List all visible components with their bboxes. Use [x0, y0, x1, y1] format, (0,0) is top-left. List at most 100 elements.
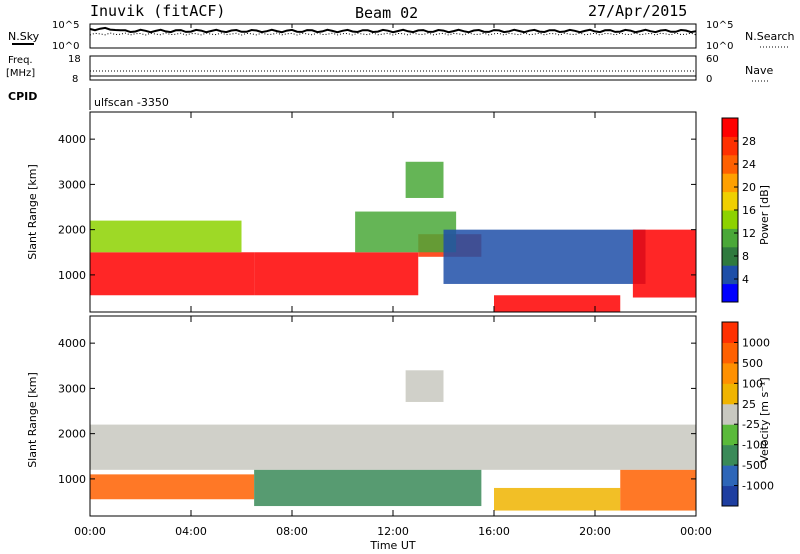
- heatmap-band: [494, 295, 621, 312]
- freq-frame: [89, 55, 697, 81]
- power-ylabel: Slant Range [km]: [26, 164, 39, 260]
- y-tick-label: 4000: [58, 337, 86, 350]
- colorbar-swatch: [722, 173, 738, 193]
- heatmap-band: [494, 487, 621, 511]
- y-tick-label: 2000: [58, 428, 86, 441]
- colorbar-tick: 500: [742, 357, 763, 370]
- y-tick-label: 2000: [58, 224, 86, 237]
- nsearch-label: N.Search: [745, 30, 795, 43]
- colorbar-swatch: [722, 444, 738, 466]
- colorbar-swatch: [722, 210, 738, 229]
- nsky-label: N.Sky: [8, 30, 40, 43]
- y-tick-label: 4000: [58, 133, 86, 146]
- freq-tick-top: 18: [68, 54, 81, 65]
- x-tick-label: 16:00: [478, 525, 510, 538]
- heatmap-band: [90, 424, 696, 470]
- y-tick-label: 3000: [58, 178, 86, 191]
- x-tick-label: 04:00: [175, 525, 207, 538]
- heatmap-band: [632, 229, 696, 298]
- colorbar-swatch: [722, 383, 738, 405]
- colorbar-swatch: [722, 246, 738, 266]
- colorbar-swatch: [722, 136, 738, 156]
- colorbar-tick: 100: [742, 377, 763, 390]
- date-title: 27/Apr/2015: [588, 2, 687, 20]
- nsky-strip: N.Sky 10^5 10^0 10^5 10^0 N.Search: [8, 20, 795, 52]
- colorbar-swatch: [722, 362, 738, 384]
- velocity-y-axis: 1000 2000 3000 4000: [58, 337, 696, 486]
- colorbar-tick: 8: [742, 250, 749, 263]
- heatmap-band: [443, 229, 646, 284]
- colorbar-swatch: [722, 283, 738, 303]
- colorbar-tick: -1000: [742, 480, 774, 493]
- x-tick-label: 00:00: [680, 525, 712, 538]
- heatmap-band: [90, 220, 242, 253]
- velocity-heatmap: [90, 370, 696, 511]
- colorbar-swatch: [722, 342, 738, 364]
- x-axis-label: Time UT: [369, 539, 415, 552]
- nsearch-tick-bottom: 10^0: [706, 41, 733, 52]
- beam-title: Beam 02: [355, 4, 418, 22]
- colorbar-swatch: [722, 424, 738, 446]
- power-panel: 1000 2000 3000 4000 Slant Range [km] 4 8 12 16…: [26, 111, 771, 313]
- nsky-tick-bottom: 10^0: [52, 41, 79, 52]
- x-tick-label: 08:00: [276, 525, 308, 538]
- colorbar-swatch: [722, 228, 738, 248]
- heatmap-band: [405, 370, 444, 402]
- colorbar-swatch: [722, 322, 738, 343]
- power-colorbar-label: Power [dB]: [758, 185, 771, 245]
- nave-tick-top: 60: [706, 54, 719, 65]
- y-tick-label: 1000: [58, 269, 86, 282]
- colorbar-tick: 16: [742, 204, 756, 217]
- colorbar-tick: 28: [742, 135, 756, 148]
- colorbar-swatch: [722, 403, 738, 425]
- velocity-colorbar-label: Velocity [m s⁻¹]: [758, 377, 771, 462]
- power-heatmap: [90, 161, 696, 312]
- colorbar-swatch: [722, 154, 738, 174]
- x-tick-label: 20:00: [579, 525, 611, 538]
- colorbar-tick: -100: [742, 439, 767, 452]
- freq-tick-bottom: 8: [72, 74, 78, 85]
- heatmap-band: [90, 474, 255, 500]
- colorbar-tick: 12: [742, 227, 756, 240]
- freq-label-1: Freq.: [8, 55, 33, 66]
- colorbar-swatch: [722, 485, 738, 507]
- velocity-colorbar: 1000 500 100 25 -25 -100 -500 -1000: [721, 321, 774, 507]
- heatmap-band: [355, 211, 457, 253]
- colorbar-swatch: [722, 191, 738, 211]
- nsearch-series: [89, 32, 697, 36]
- nave-label: Nave: [745, 64, 773, 77]
- colorbar-tick: 4: [742, 273, 749, 286]
- colorbar-tick: 20: [742, 181, 756, 194]
- heatmap-band: [405, 161, 444, 198]
- station-title: Inuvik (fitACF): [90, 2, 225, 20]
- nsky-tick-top: 10^5: [52, 20, 79, 31]
- colorbar-tick: 1000: [742, 336, 770, 349]
- freq-strip: Freq. [MHz] 18 8 60 0 Nave: [6, 54, 773, 85]
- nsky-series: [89, 26, 697, 34]
- colorbar-swatch: [722, 118, 738, 137]
- y-tick-label: 3000: [58, 382, 86, 395]
- x-tick-label: 12:00: [377, 525, 409, 538]
- colorbar-tick: 25: [742, 398, 756, 411]
- colorbar-swatch: [722, 265, 738, 285]
- heatmap-band: [90, 252, 255, 296]
- colorbar-tick: -500: [742, 459, 767, 472]
- velocity-panel: 1000 2000 3000 4000 Slant Range [km] 1000 50…: [26, 315, 774, 517]
- time-x-axis: 00:00 04:00 08:00 12:00 16:00 20:00 00:00: [74, 24, 712, 538]
- x-tick-label: 00:00: [74, 525, 106, 538]
- heatmap-band: [620, 469, 696, 511]
- nsearch-tick-top: 10^5: [706, 20, 733, 31]
- colorbar-swatch: [722, 465, 738, 487]
- cpid-value: ulfscan -3350: [94, 96, 169, 109]
- y-tick-label: 1000: [58, 473, 86, 486]
- cpid-label: CPID: [8, 90, 37, 103]
- nave-tick-bottom: 0: [706, 74, 712, 85]
- colorbar-tick: 24: [742, 158, 756, 171]
- heatmap-band: [254, 469, 482, 507]
- freq-label-2: [MHz]: [6, 68, 35, 79]
- power-y-axis: 1000 2000 3000 4000: [58, 133, 696, 282]
- power-colorbar: 4 8 12 16 20 24 28: [721, 117, 756, 303]
- colorbar-tick: -25: [742, 418, 760, 431]
- colorbar-frame: [721, 321, 739, 507]
